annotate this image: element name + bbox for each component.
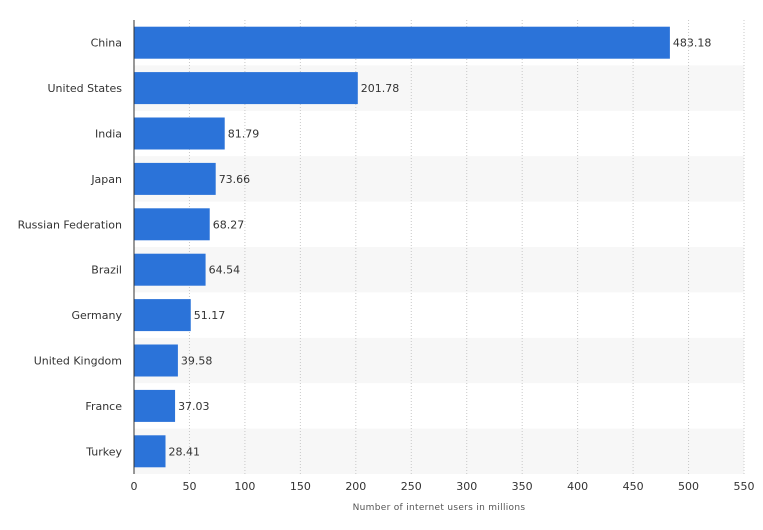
category-label: India bbox=[95, 128, 122, 141]
bars bbox=[134, 26, 670, 468]
bar bbox=[134, 162, 216, 195]
value-label: 201.78 bbox=[361, 82, 400, 95]
bar bbox=[134, 26, 670, 59]
value-label: 51.17 bbox=[194, 309, 226, 322]
row-band bbox=[134, 428, 744, 474]
x-tick-label: 0 bbox=[131, 480, 138, 493]
x-tick-label: 100 bbox=[234, 480, 255, 493]
category-labels: China United States India Japan Russian Fede… bbox=[18, 37, 123, 459]
row-bands bbox=[134, 65, 744, 474]
x-tick-label: 150 bbox=[290, 480, 311, 493]
bar bbox=[134, 435, 166, 468]
bar bbox=[134, 208, 210, 241]
x-tick-label: 250 bbox=[401, 480, 422, 493]
bar bbox=[134, 117, 225, 150]
x-tick-label: 550 bbox=[734, 480, 755, 493]
category-label: Russian Federation bbox=[18, 218, 122, 231]
value-label: 28.41 bbox=[169, 445, 201, 458]
bar bbox=[134, 72, 358, 105]
value-label: 73.66 bbox=[219, 173, 251, 186]
bar bbox=[134, 389, 176, 422]
category-label: Turkey bbox=[85, 445, 122, 458]
value-label: 64.54 bbox=[209, 264, 241, 277]
value-label: 68.27 bbox=[213, 218, 245, 231]
row-band bbox=[134, 156, 744, 202]
category-label: Japan bbox=[90, 173, 122, 186]
value-label: 39.58 bbox=[181, 355, 213, 368]
category-label: Brazil bbox=[91, 264, 122, 277]
x-tick-label: 300 bbox=[456, 480, 477, 493]
x-tick-label: 200 bbox=[345, 480, 366, 493]
category-label: Germany bbox=[71, 309, 122, 322]
bar bbox=[134, 344, 178, 377]
category-label: France bbox=[85, 400, 122, 413]
x-tick-label: 350 bbox=[512, 480, 533, 493]
value-labels: 483.18 201.78 81.79 73.66 68.27 64.54 51.17 39.… bbox=[169, 37, 712, 459]
bar bbox=[134, 253, 206, 286]
value-label: 37.03 bbox=[178, 400, 210, 413]
x-tick-label: 50 bbox=[182, 480, 196, 493]
bar bbox=[134, 299, 191, 332]
x-tick-label: 450 bbox=[623, 480, 644, 493]
value-label: 483.18 bbox=[673, 37, 712, 50]
x-tick-label: 400 bbox=[567, 480, 588, 493]
category-label: China bbox=[91, 37, 122, 50]
category-label: United States bbox=[48, 82, 123, 95]
x-axis-ticks: 0 50 100 150 200 250 300 350 400 450 500 550 bbox=[131, 480, 755, 493]
row-band bbox=[134, 337, 744, 384]
x-tick-label: 500 bbox=[678, 480, 699, 493]
x-axis-title: Number of internet users in millions bbox=[353, 503, 526, 513]
value-label: 81.79 bbox=[228, 128, 259, 141]
category-label: United Kingdom bbox=[34, 355, 122, 368]
row-band bbox=[134, 247, 744, 293]
